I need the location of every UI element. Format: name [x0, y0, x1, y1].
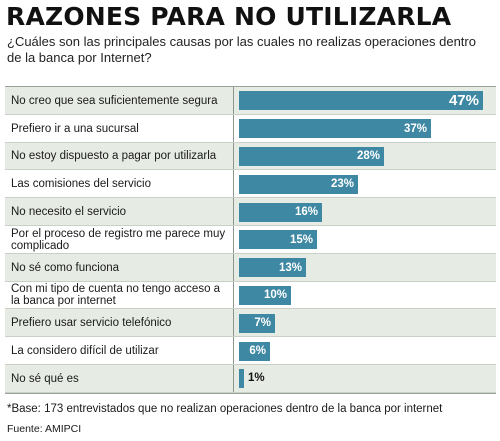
category-label: Prefiero ir a una sucursal — [5, 114, 234, 143]
category-label: Las comisiones del servicio — [5, 170, 234, 199]
bar-cell: 23% — [234, 170, 496, 198]
value-label: 6% — [249, 345, 266, 358]
bar: 15% — [239, 230, 317, 250]
value-label: 23% — [330, 178, 354, 191]
value-label: 47% — [448, 92, 479, 110]
category-label: No sé qué es — [5, 365, 234, 393]
category-label: No sé como funciona — [5, 253, 234, 282]
value-label: 16% — [294, 206, 318, 219]
value-label: 7% — [254, 317, 271, 330]
row-divider — [5, 197, 496, 199]
category-label: La considero difícil de utilizar — [5, 337, 234, 365]
bar-cell: 6% — [234, 337, 496, 365]
value-label: 13% — [278, 261, 302, 274]
value-label: 1% — [248, 372, 265, 385]
bar-cell: 1% — [234, 365, 496, 393]
value-label: 28% — [356, 150, 380, 163]
row-divider — [5, 169, 496, 171]
row-divider — [5, 280, 496, 282]
bar: 13% — [239, 258, 306, 278]
bar-cell: 47% — [234, 87, 496, 115]
bar: 10% — [239, 285, 291, 305]
category-label: No necesito el servicio — [5, 198, 234, 226]
bar: 23% — [239, 174, 358, 194]
chart-row: Por el proceso de registro me parece muy… — [5, 226, 496, 254]
row-divider — [5, 252, 496, 254]
bar: 47% — [239, 91, 483, 111]
row-divider — [5, 336, 496, 338]
footnote: *Base: 173 entrevistados que no realizan… — [7, 403, 443, 415]
bar: 6% — [239, 341, 270, 361]
bar-cell: 10% — [234, 282, 496, 310]
bar-cell: 28% — [234, 143, 496, 171]
row-divider — [5, 391, 496, 393]
chart-row: Prefiero usar servicio telefónico 7% — [5, 309, 496, 338]
row-divider — [5, 141, 496, 143]
row-divider — [5, 363, 496, 365]
bar: 7% — [239, 313, 275, 333]
bar-cell: 37% — [234, 115, 496, 143]
category-label: Con mi tipo de cuenta no tengo acceso a … — [5, 281, 234, 310]
bar-cell: 7% — [234, 309, 496, 337]
chart-row: No necesito el servicio 16% — [5, 198, 496, 226]
bar: 16% — [239, 202, 322, 222]
bar-chart: No creo que sea suficientemente segura 47… — [5, 86, 496, 394]
chart-row: Prefiero ir a una sucursal 37% — [5, 114, 496, 143]
bar-cell: 15% — [234, 226, 496, 254]
category-label: Prefiero usar servicio telefónico — [5, 309, 234, 338]
source-note: Fuente: AMIPCI — [7, 423, 82, 435]
chart-row: Las comisiones del servicio 23% — [5, 170, 496, 199]
row-divider — [5, 113, 496, 115]
chart-row: No sé qué es 1% — [5, 365, 496, 393]
chart-row: No sé como funciona 13% — [5, 253, 496, 282]
value-label: 15% — [289, 233, 313, 246]
chart-title: RAZONES PARA NO UTILIZARLA — [6, 2, 452, 31]
value-label: 10% — [263, 289, 287, 302]
bar — [239, 369, 244, 389]
chart-row: No estoy dispuesto a pagar por utilizarl… — [5, 142, 496, 171]
bar: 37% — [239, 119, 431, 139]
chart-row: No creo que sea suficientemente segura 47… — [5, 87, 496, 115]
category-label: Por el proceso de registro me parece muy… — [5, 226, 234, 254]
chart-row: La considero difícil de utilizar 6% — [5, 337, 496, 365]
row-divider — [5, 308, 496, 310]
bar-cell: 16% — [234, 198, 496, 226]
row-divider — [5, 224, 496, 226]
value-label: 37% — [403, 122, 427, 135]
chart-question: ¿Cuáles son las principales causas por l… — [7, 34, 476, 65]
category-label: No estoy dispuesto a pagar por utilizarl… — [5, 142, 234, 171]
bar-cell: 13% — [234, 254, 496, 282]
category-label: No creo que sea suficientemente segura — [5, 87, 234, 115]
chart-row: Con mi tipo de cuenta no tengo acceso a … — [5, 281, 496, 310]
bar: 28% — [239, 146, 384, 166]
